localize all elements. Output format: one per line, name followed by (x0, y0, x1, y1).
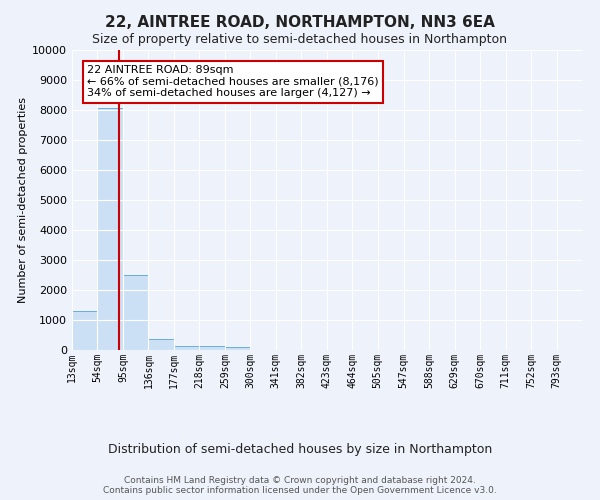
Bar (225, 347, 250, 350)
Text: 22, AINTREE ROAD, NORTHAMPTON, NN3 6EA: 22, AINTREE ROAD, NORTHAMPTON, NN3 6EA (105, 15, 495, 30)
Bar (72, 311, 97, 350)
Bar (97, 108, 123, 350)
Bar (174, 346, 199, 350)
Bar (199, 346, 225, 350)
Text: Size of property relative to semi-detached houses in Northampton: Size of property relative to semi-detach… (92, 32, 508, 46)
Bar (123, 275, 148, 350)
Text: 22 AINTREE ROAD: 89sqm
← 66% of semi-detached houses are smaller (8,176)
34% of : 22 AINTREE ROAD: 89sqm ← 66% of semi-det… (88, 65, 379, 98)
Text: Distribution of semi-detached houses by size in Northampton: Distribution of semi-detached houses by … (108, 442, 492, 456)
Bar (148, 338, 174, 350)
Text: Contains HM Land Registry data © Crown copyright and database right 2024.
Contai: Contains HM Land Registry data © Crown c… (103, 476, 497, 495)
Y-axis label: Number of semi-detached properties: Number of semi-detached properties (18, 97, 28, 303)
